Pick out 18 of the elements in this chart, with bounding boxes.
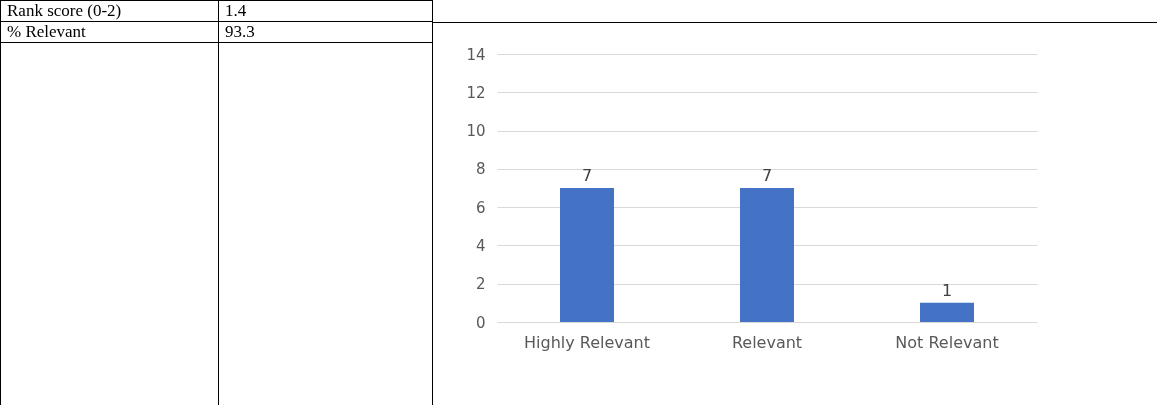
y-tick-label: 0: [475, 313, 486, 332]
x-tick-label: Highly Relevant: [524, 332, 650, 352]
data-label: 1: [941, 280, 953, 300]
y-tick-label: 4: [475, 236, 486, 255]
y-tick-label: 6: [475, 198, 486, 217]
text: % Relevant: [0, 21, 219, 43]
text: Rank score (0-2): [0, 0, 219, 22]
y-tick-label: 10: [466, 122, 486, 141]
x-tick-label: Relevant: [731, 332, 803, 352]
data-label: 7: [581, 166, 593, 185]
y-tick-label: 14: [466, 45, 486, 64]
text: 1.4: [218, 0, 433, 22]
x-tick-label: Not Relevant: [895, 332, 999, 352]
data-label: 7: [761, 166, 773, 185]
text: 93.3: [218, 21, 433, 43]
y-tick-label: 8: [475, 160, 486, 179]
y-tick-label: 12: [466, 83, 486, 102]
y-tick-label: 2: [475, 275, 486, 294]
